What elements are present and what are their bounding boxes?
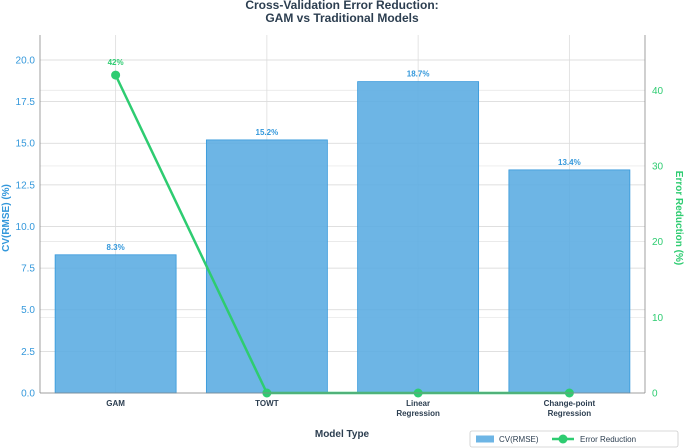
bar bbox=[205, 139, 328, 394]
y2-tick-label: 30 bbox=[652, 161, 664, 172]
x-tick-label: Change-point Regression bbox=[544, 399, 596, 418]
y-tick-label: 0.0 bbox=[21, 389, 35, 400]
x-tick-label: GAM bbox=[106, 399, 125, 408]
y-tick-label: 17.5 bbox=[16, 97, 36, 108]
y2-tick-label: 10 bbox=[652, 313, 664, 324]
legend-line-label: Error Reduction bbox=[580, 435, 636, 444]
bar-value-label: 13.4% bbox=[558, 158, 581, 167]
y-tick-label: 12.5 bbox=[16, 180, 36, 191]
y-tick-label: 7.5 bbox=[21, 264, 35, 275]
bars bbox=[54, 81, 631, 394]
bar bbox=[508, 169, 631, 394]
y-tick-label: 20.0 bbox=[16, 55, 36, 66]
bar bbox=[357, 81, 480, 394]
bar bbox=[54, 254, 177, 394]
legend-line-marker bbox=[558, 434, 568, 444]
chart-title: Cross-Validation Error Reduction: bbox=[245, 0, 438, 12]
line-point bbox=[111, 70, 121, 80]
y-tick-label: 15.0 bbox=[16, 139, 36, 150]
line-series bbox=[111, 70, 574, 398]
y2-tick-label: 0 bbox=[652, 389, 658, 400]
line-path bbox=[114, 74, 570, 395]
x-tick-label: Linear Regression bbox=[396, 399, 440, 418]
legend: CV(RMSE) Error Reduction bbox=[469, 430, 679, 448]
y-tick-label: 10.0 bbox=[16, 222, 36, 233]
bar-value-label: 18.7% bbox=[407, 70, 430, 79]
legend-bar-label: CV(RMSE) bbox=[499, 435, 539, 444]
x-tick-label: TOWT bbox=[255, 399, 279, 408]
y2-axis-title: Error Reduction (%) bbox=[673, 171, 684, 265]
data-labels: 8.3% 15.2% 18.7% 13.4% 42% bbox=[107, 58, 581, 252]
legend-bar-swatch bbox=[476, 435, 494, 443]
chart-subtitle: GAM vs Traditional Models bbox=[265, 11, 419, 25]
x-axis-title: Model Type bbox=[315, 429, 370, 440]
y-tick-label: 5.0 bbox=[21, 305, 35, 316]
bar-value-label: 8.3% bbox=[107, 243, 125, 252]
y2-tick-label: 40 bbox=[652, 86, 664, 97]
y2-tick-label: 20 bbox=[652, 237, 664, 248]
bar-value-label: 15.2% bbox=[256, 128, 279, 137]
y-tick-label: 2.5 bbox=[21, 347, 35, 358]
line-value-label: 42% bbox=[108, 58, 124, 67]
axes: 0.0 2.5 5.0 7.5 10.0 12.5 15.0 17.5 20.0 0 10 20 30 4… bbox=[16, 35, 664, 418]
y-axis-title: CV(RMSE) (%) bbox=[1, 184, 12, 252]
